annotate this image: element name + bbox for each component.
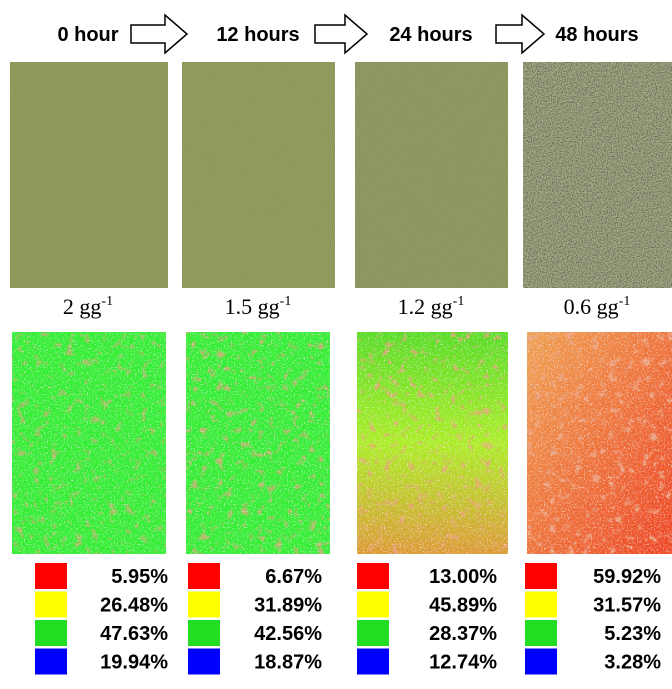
time-label: 48 hours bbox=[555, 24, 638, 46]
map-white-speckle bbox=[527, 332, 672, 554]
arrow bbox=[131, 15, 187, 53]
class-swatch bbox=[188, 563, 220, 589]
class-swatch bbox=[188, 592, 220, 618]
moisture-exponent: -1 bbox=[453, 294, 465, 309]
figure: 0 hour2 gg-15.95%26.48%47.63%19.94%12 ho… bbox=[0, 0, 672, 689]
class-swatch bbox=[357, 563, 389, 589]
class-swatch bbox=[188, 649, 220, 675]
moisture-value: 2 gg bbox=[63, 294, 102, 319]
class-percent: 5.23% bbox=[604, 623, 661, 645]
moisture-label: 1.5 gg-1 bbox=[225, 294, 292, 319]
class-percent: 42.56% bbox=[254, 623, 322, 645]
photo-texture bbox=[10, 62, 168, 288]
class-swatch bbox=[525, 620, 557, 646]
class-percent: 5.95% bbox=[111, 566, 168, 588]
class-percent: 13.00% bbox=[429, 566, 497, 588]
class-percent: 31.89% bbox=[254, 595, 322, 617]
photo-texture bbox=[523, 62, 672, 288]
moisture-value: 0.6 gg bbox=[564, 294, 619, 319]
class-swatch bbox=[35, 563, 67, 589]
class-percent: 3.28% bbox=[604, 652, 661, 674]
moisture-exponent: -1 bbox=[619, 294, 631, 309]
class-percent: 6.67% bbox=[265, 566, 322, 588]
map-white-speckle bbox=[12, 332, 166, 554]
class-swatch bbox=[35, 592, 67, 618]
column: 12 hours 1.5 gg-1 6.67% 31.89% 42.56% 18.87% bbox=[182, 24, 335, 675]
class-swatch bbox=[188, 620, 220, 646]
class-percent: 31.57% bbox=[593, 595, 661, 617]
class-percent: 26.48% bbox=[100, 595, 168, 617]
map-white-speckle bbox=[357, 332, 508, 554]
column: 0 hour 2 gg-1 5.95% 26.48% 47.63% 19.94% bbox=[10, 24, 168, 675]
moisture-label: 1.2 gg-1 bbox=[398, 294, 465, 319]
column: 24 hours 1.2 gg-1 13.00% 45.89% 28.37% 12.74% bbox=[355, 24, 508, 675]
time-label: 24 hours bbox=[389, 24, 472, 46]
class-swatch bbox=[35, 620, 67, 646]
class-swatch bbox=[525, 563, 557, 589]
moisture-label: 2 gg-1 bbox=[63, 294, 113, 319]
class-swatch bbox=[525, 649, 557, 675]
column: 48 hours 0.6 gg-1 59.92% 31.57% 5.23% 3.28% bbox=[523, 24, 672, 675]
photo-texture bbox=[355, 62, 508, 288]
class-swatch bbox=[357, 592, 389, 618]
class-percent: 28.37% bbox=[429, 623, 497, 645]
arrow bbox=[496, 15, 544, 53]
moisture-exponent: -1 bbox=[280, 294, 292, 309]
class-percent: 47.63% bbox=[100, 623, 168, 645]
moisture-exponent: -1 bbox=[101, 294, 113, 309]
photo-texture bbox=[182, 62, 335, 288]
class-percent: 19.94% bbox=[100, 652, 168, 674]
time-label: 12 hours bbox=[216, 24, 299, 46]
moisture-label: 0.6 gg-1 bbox=[564, 294, 631, 319]
moisture-value: 1.2 gg bbox=[398, 294, 453, 319]
class-percent: 45.89% bbox=[429, 595, 497, 617]
class-swatch bbox=[357, 649, 389, 675]
map-white-speckle bbox=[186, 332, 330, 554]
class-percent: 12.74% bbox=[429, 652, 497, 674]
moisture-value: 1.5 gg bbox=[225, 294, 280, 319]
time-label: 0 hour bbox=[57, 24, 118, 46]
class-swatch bbox=[357, 620, 389, 646]
arrow bbox=[315, 15, 367, 53]
arrows bbox=[131, 15, 544, 53]
class-percent: 18.87% bbox=[254, 652, 322, 674]
class-swatch bbox=[525, 592, 557, 618]
class-percent: 59.92% bbox=[593, 566, 661, 588]
class-swatch bbox=[35, 649, 67, 675]
